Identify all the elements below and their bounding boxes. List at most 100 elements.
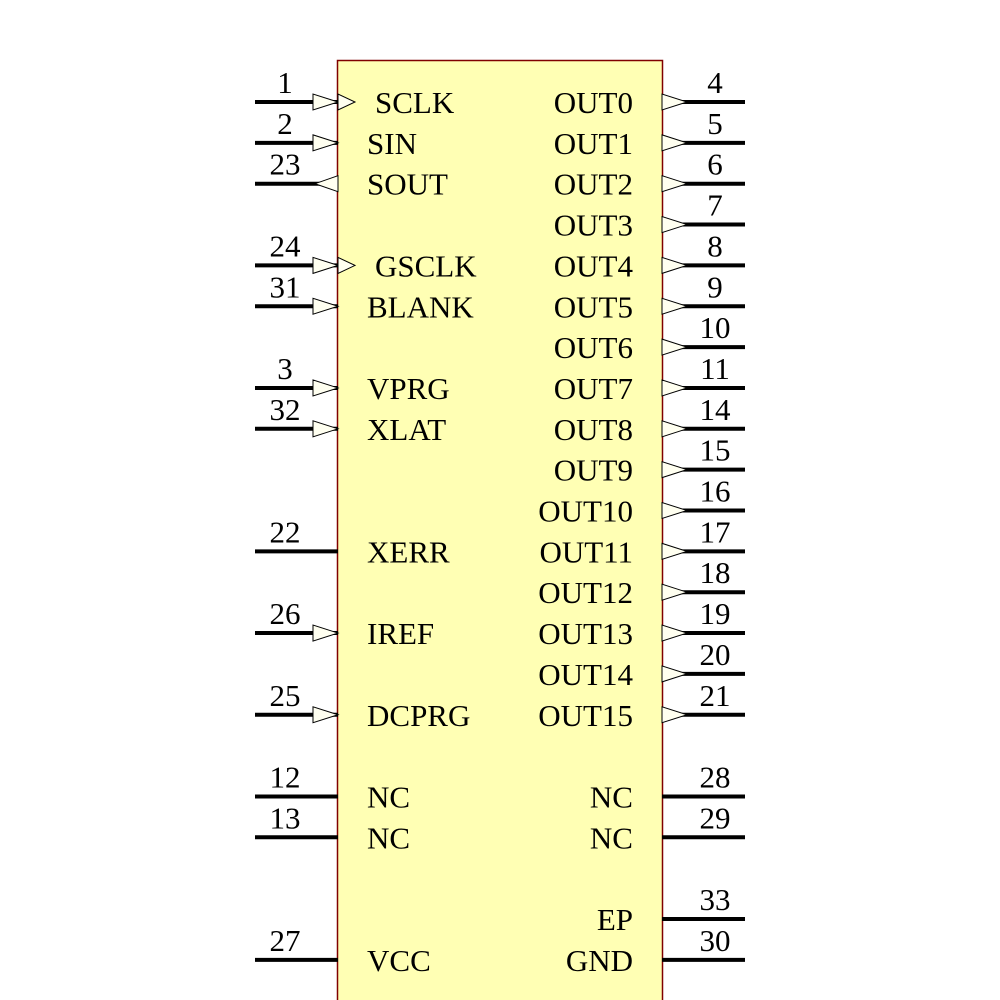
pin-26: 26 IREF	[255, 596, 434, 651]
pin-number: 3	[277, 351, 293, 386]
pin-number: 25	[270, 678, 301, 713]
pin-31: 31 BLANK	[255, 269, 474, 324]
pin-label: VCC	[367, 943, 431, 978]
output-arrow-icon	[661, 93, 689, 111]
pin-number: 28	[700, 759, 731, 794]
pin-number: 26	[270, 596, 301, 631]
pin-number: 8	[707, 228, 723, 263]
pin-22: 22 XERR	[255, 514, 450, 569]
pin-number: 27	[270, 923, 301, 958]
pin-label: OUT14	[538, 657, 633, 692]
pin-label: XLAT	[367, 412, 446, 447]
pin-number: 20	[700, 637, 731, 672]
pin-number: 7	[707, 188, 723, 223]
pin-25: 25 DCPRG	[255, 678, 470, 733]
output-arrow-icon	[661, 624, 689, 642]
pin-label: SIN	[367, 126, 417, 161]
output-arrow-icon	[313, 174, 339, 193]
pin-number: 18	[700, 555, 731, 590]
pin-label: OUT6	[554, 330, 633, 365]
pin-label: OUT15	[538, 698, 633, 733]
pin-number: 11	[700, 351, 730, 386]
pin-label: VPRG	[367, 371, 450, 406]
pin-label: OUT1	[554, 126, 633, 161]
pin-8: 8 OUT4	[554, 228, 745, 283]
pin-33: 33 EP	[597, 882, 745, 937]
pin-number: 15	[700, 433, 731, 468]
pin-label: XERR	[367, 534, 450, 569]
pin-12: 12 NC	[255, 759, 410, 814]
pin-number: 13	[270, 800, 301, 835]
output-arrow-icon	[661, 175, 689, 193]
pin-7: 7 OUT3	[554, 188, 745, 243]
pin-label: OUT13	[538, 616, 633, 651]
output-arrow-icon	[661, 542, 689, 561]
pin-11: 11 OUT7	[554, 351, 745, 406]
pin-6: 6 OUT2	[554, 147, 745, 202]
pin-number: 5	[707, 106, 723, 141]
pin-number: 1	[277, 65, 293, 100]
pin-24: 24 GSCLK	[255, 228, 477, 283]
pin-label: SCLK	[375, 85, 455, 120]
ic-body	[336, 59, 664, 1000]
pin-number: 12	[270, 759, 301, 794]
pin-32: 32 XLAT	[255, 392, 446, 447]
pin-9: 9 OUT5	[554, 269, 745, 324]
pin-label: IREF	[367, 616, 434, 651]
pin-label: OUT9	[554, 453, 633, 488]
pin-label: OUT4	[554, 248, 634, 283]
output-arrow-icon	[661, 256, 689, 275]
pin-number: 31	[270, 269, 301, 304]
output-arrow-icon	[661, 379, 689, 397]
pin-number: 22	[270, 514, 301, 549]
output-arrow-icon	[661, 134, 689, 152]
pin-20: 20 OUT14	[538, 637, 745, 692]
pin-label: GND	[566, 943, 633, 978]
pin-number: 14	[700, 392, 732, 427]
output-arrow-icon	[661, 215, 689, 234]
pin-16: 16 OUT10	[538, 474, 745, 529]
input-arrow-icon	[312, 297, 340, 315]
pin-label: OUT0	[554, 85, 633, 120]
pin-28: 28 NC	[590, 759, 745, 814]
pin-number: 33	[700, 882, 731, 917]
pin-number: 16	[700, 474, 731, 509]
output-arrow-icon	[661, 460, 689, 479]
pin-number: 6	[707, 147, 723, 182]
pin-label: SOUT	[367, 167, 448, 202]
pin-1: 1 SCLK	[255, 65, 455, 120]
input-arrow-icon	[312, 93, 340, 111]
pin-number: 21	[700, 678, 731, 713]
pin-3: 3 VPRG	[255, 351, 450, 406]
pin-27: 27 VCC	[255, 923, 431, 978]
pin-number: 23	[270, 147, 301, 182]
clock-input-icon	[337, 256, 357, 275]
input-arrow-icon	[312, 379, 340, 397]
pin-5: 5 OUT1	[554, 106, 745, 161]
input-arrow-icon	[312, 420, 340, 438]
pin-label: GSCLK	[375, 248, 477, 283]
pin-label: OUT5	[554, 289, 633, 324]
pin-number: 24	[270, 228, 302, 263]
pin-23: 23 SOUT	[255, 147, 448, 202]
pin-label: NC	[590, 820, 633, 855]
pin-label: OUT3	[554, 208, 633, 243]
pin-number: 2	[277, 106, 293, 141]
pin-30: 30 GND	[566, 923, 745, 978]
pin-2: 2 SIN	[255, 106, 417, 161]
pin-19: 19 OUT13	[538, 596, 745, 651]
output-arrow-icon	[661, 501, 689, 520]
pin-10: 10 OUT6	[554, 310, 745, 365]
pin-label: OUT11	[539, 534, 633, 569]
pin-13: 13 NC	[255, 800, 410, 855]
pin-number: 29	[700, 800, 731, 835]
input-arrow-icon	[312, 624, 340, 642]
input-arrow-icon	[312, 706, 340, 724]
output-arrow-icon	[661, 665, 689, 683]
pin-label: OUT12	[538, 575, 633, 610]
input-arrow-icon	[312, 256, 340, 275]
pin-15: 15 OUT9	[554, 433, 745, 488]
pin-label: DCPRG	[367, 698, 470, 733]
pin-17: 17 OUT11	[539, 514, 745, 569]
